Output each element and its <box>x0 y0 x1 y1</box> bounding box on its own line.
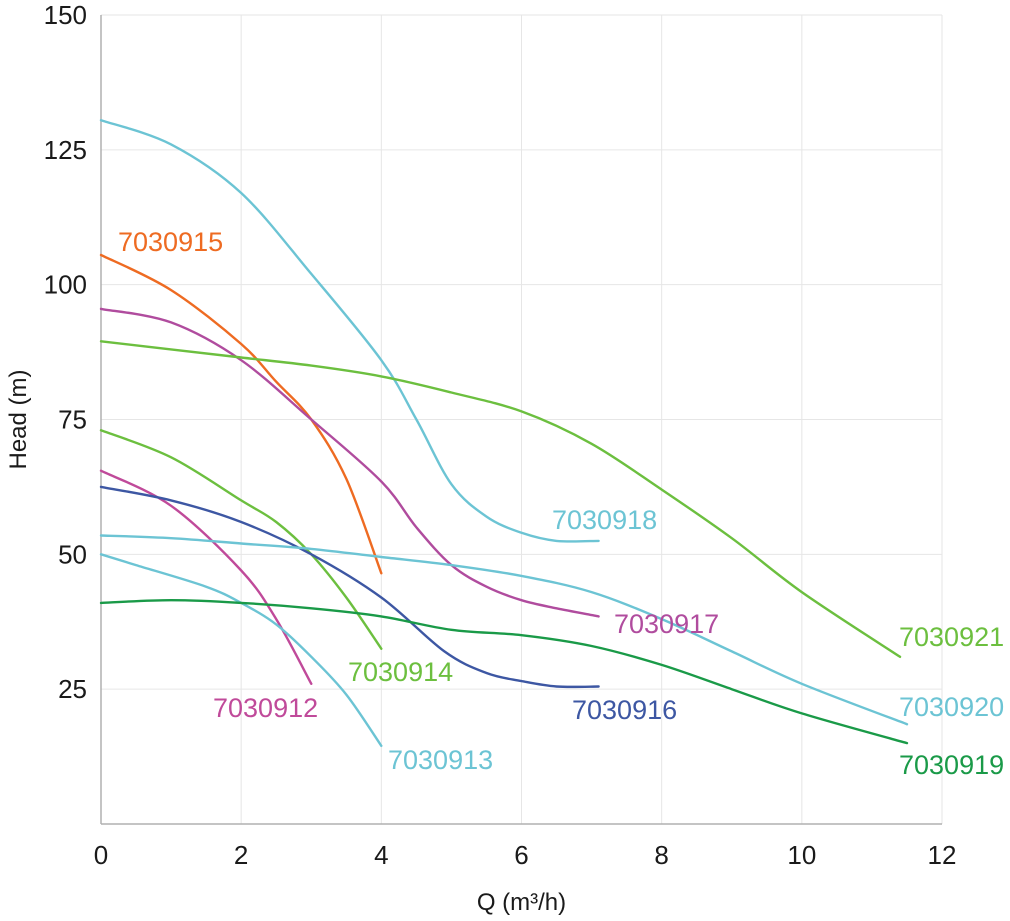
x-tick-label: 0 <box>94 840 108 870</box>
y-axis-title: Head (m) <box>5 369 32 469</box>
y-tick-label: 50 <box>58 539 87 569</box>
series-curve-7030920 <box>99 534 909 726</box>
grid <box>101 14 943 824</box>
series-curve-7030913 <box>99 553 383 747</box>
series-curve-7030912 <box>99 469 313 685</box>
x-tick-label: 12 <box>928 840 957 870</box>
series-label-7030916: 7030916 <box>572 695 677 725</box>
series-label-7030918: 7030918 <box>552 505 657 535</box>
x-axis-title: Q (m³/h) <box>477 889 566 916</box>
series-curve-7030916 <box>99 485 600 689</box>
series-labels: 7030912 7030913 7030914 7030915 7030916 70309… <box>118 227 1004 780</box>
y-tick-label: 125 <box>44 135 87 165</box>
series-label-7030913: 7030913 <box>388 745 493 775</box>
x-tick-label: 6 <box>514 840 528 870</box>
x-tick-label: 8 <box>654 840 668 870</box>
y-tick-label: 75 <box>58 405 87 435</box>
series-label-7030921: 7030921 <box>899 622 1004 652</box>
tick-labels: 25 50 75 100 125 150 0 2 4 6 8 10 12 <box>44 0 957 870</box>
y-tick-label: 25 <box>58 674 87 704</box>
y-tick-label: 100 <box>44 270 87 300</box>
series-curve-7030918 <box>99 119 600 543</box>
series-label-7030920: 7030920 <box>899 692 1004 722</box>
series-curves <box>99 119 909 747</box>
series-curve-7030921 <box>99 340 902 658</box>
x-tick-label: 10 <box>787 840 816 870</box>
axes <box>100 15 942 825</box>
series-label-7030914: 7030914 <box>348 657 453 687</box>
x-tick-label: 4 <box>374 840 388 870</box>
series-label-7030917: 7030917 <box>614 609 719 639</box>
series-curve-7030914 <box>99 429 383 650</box>
y-tick-label: 150 <box>44 0 87 30</box>
series-curve-7030915 <box>99 253 383 575</box>
series-label-7030919: 7030919 <box>899 750 1004 780</box>
series-label-7030912: 7030912 <box>213 693 318 723</box>
x-tick-label: 2 <box>234 840 248 870</box>
series-label-7030915: 7030915 <box>118 227 223 257</box>
series-curve-7030917 <box>99 307 600 618</box>
series-curve-7030919 <box>99 599 909 745</box>
